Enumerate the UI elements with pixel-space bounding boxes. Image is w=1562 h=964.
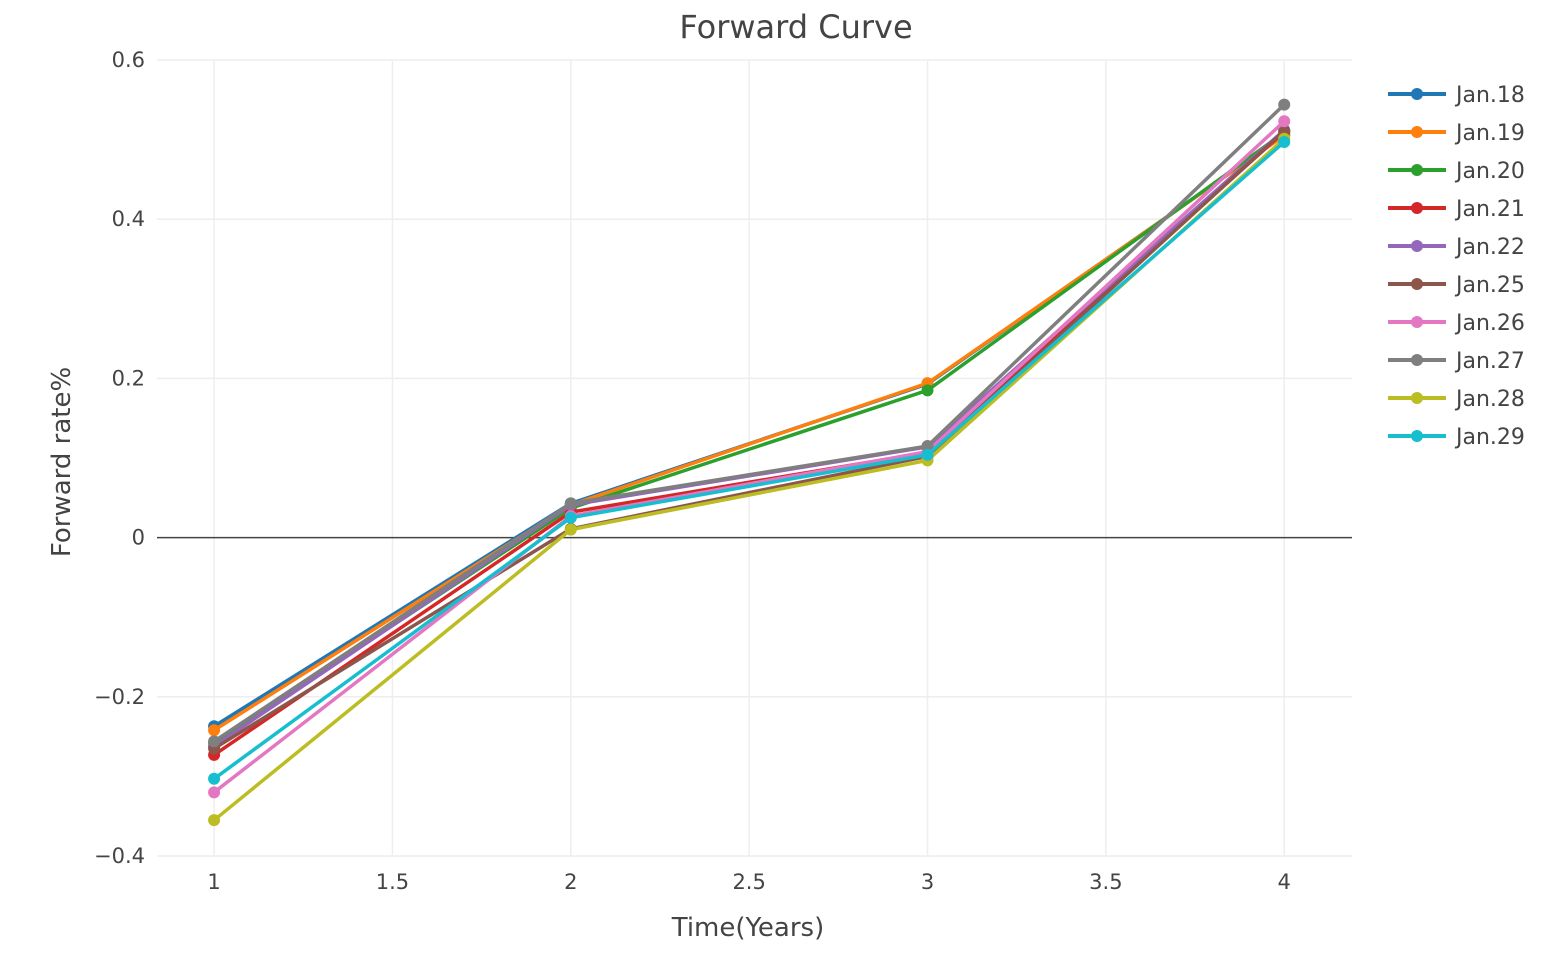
y-tick-label: 0.2	[112, 366, 145, 390]
legend-swatch-marker	[1411, 430, 1423, 442]
legend-label: Jan.20	[1454, 159, 1525, 184]
legend-swatch-marker	[1411, 278, 1423, 290]
axis-layer: 1 1.5 2 2.5 3 3.5 4 −0.4 −0.2 0 0.2 0.4 0.6	[94, 48, 1352, 894]
series-line[interactable]	[213, 140, 1286, 781]
legend-item[interactable]: Jan.20	[1388, 159, 1525, 184]
series-Jan.27[interactable]	[208, 98, 1291, 748]
data-point[interactable]	[564, 497, 577, 510]
legend-label: Jan.21	[1454, 197, 1525, 222]
grid-layer	[157, 59, 1352, 857]
legend-swatch-marker	[1411, 202, 1423, 214]
legend-item[interactable]: Jan.19	[1388, 121, 1525, 146]
legend-item[interactable]: Jan.29	[1388, 425, 1525, 450]
y-tick-label: 0.6	[112, 48, 145, 72]
data-point[interactable]	[208, 724, 221, 737]
legend-label: Jan.22	[1454, 235, 1525, 260]
legend-swatch-marker	[1411, 240, 1423, 252]
data-point[interactable]	[1278, 135, 1291, 148]
series-line[interactable]	[213, 103, 1286, 743]
legend-label: Jan.19	[1454, 121, 1525, 146]
legend-label: Jan.27	[1454, 349, 1525, 374]
legend-label: Jan.26	[1454, 311, 1525, 336]
legend-swatch-marker	[1411, 392, 1423, 404]
data-point[interactable]	[208, 772, 221, 785]
series-layer	[208, 98, 1291, 827]
series-line[interactable]	[213, 120, 1286, 794]
x-tick-label: 4	[1278, 870, 1291, 894]
x-tick-label: 3.5	[1089, 870, 1122, 894]
legend-swatch-marker	[1411, 126, 1423, 138]
y-tick-label: 0.4	[112, 207, 145, 231]
x-tick-label: 2	[564, 870, 577, 894]
legend-label: Jan.29	[1454, 425, 1525, 450]
data-point[interactable]	[564, 523, 577, 536]
legend-swatch-marker	[1411, 316, 1423, 328]
legend-item[interactable]: Jan.18	[1388, 83, 1525, 108]
series-line[interactable]	[213, 129, 1286, 751]
legend-label: Jan.18	[1454, 83, 1525, 108]
data-point[interactable]	[208, 786, 221, 799]
x-tick-label: 3	[921, 870, 934, 894]
y-tick-label: −0.2	[94, 685, 145, 709]
legend-item[interactable]: Jan.27	[1388, 349, 1525, 374]
legend-item[interactable]: Jan.28	[1388, 387, 1525, 412]
data-point[interactable]	[208, 735, 221, 748]
x-axis-title: Time(Years)	[671, 913, 825, 943]
legend-item[interactable]: Jan.22	[1388, 235, 1525, 260]
series-Jan.29[interactable]	[208, 135, 1291, 785]
data-point[interactable]	[921, 384, 934, 397]
legend-item[interactable]: Jan.26	[1388, 311, 1525, 336]
y-axis-title: Forward rate%	[47, 367, 77, 557]
x-tick-label: 2.5	[732, 870, 765, 894]
y-tick-label: −0.4	[94, 844, 145, 868]
data-point[interactable]	[921, 448, 934, 461]
legend-label: Jan.28	[1454, 387, 1525, 412]
legend-swatch-marker	[1411, 354, 1423, 366]
legend[interactable]: Jan.18 Jan.19 Jan.20 Jan.21 Jan.22 Jan.25 Jan.…	[1388, 83, 1525, 450]
legend-item[interactable]: Jan.21	[1388, 197, 1525, 222]
data-point[interactable]	[1278, 115, 1291, 128]
data-point[interactable]	[1278, 98, 1291, 111]
x-tick-label: 1	[207, 870, 220, 894]
y-tick-label: 0	[132, 526, 145, 550]
data-point[interactable]	[208, 814, 221, 827]
chart-title: Forward Curve	[679, 8, 912, 46]
legend-swatch-marker	[1411, 88, 1423, 100]
legend-swatch-marker	[1411, 164, 1423, 176]
data-point[interactable]	[564, 511, 577, 524]
data-point[interactable]	[921, 440, 934, 453]
legend-label: Jan.25	[1454, 273, 1525, 298]
legend-item[interactable]: Jan.25	[1388, 273, 1525, 298]
x-tick-label: 1.5	[376, 870, 409, 894]
